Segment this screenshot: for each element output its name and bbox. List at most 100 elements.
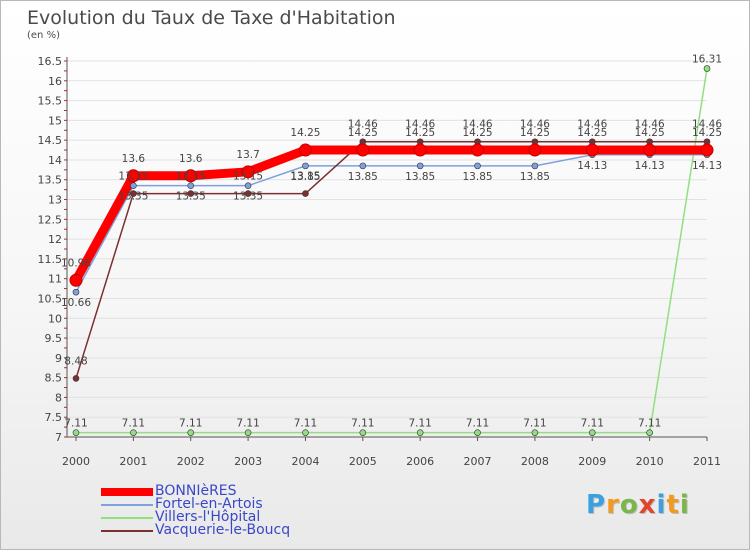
x-tick-label: 2009 (578, 455, 606, 468)
legend-swatch (101, 530, 153, 532)
y-tick-label: 7.5 (45, 411, 63, 424)
data-point (531, 162, 539, 170)
legend-item: Villers-l'Hôpital (101, 509, 361, 525)
data-point (588, 429, 596, 436)
data-point (703, 65, 711, 72)
data-point (474, 429, 481, 436)
y-tick-label: 16.5 (38, 55, 63, 68)
y-tick-label: 14 (48, 154, 62, 167)
series-line (75, 140, 708, 380)
data-label: 14.25 (463, 127, 493, 139)
data-label: 14.13 (635, 160, 665, 172)
x-tick-label: 2005 (349, 455, 377, 468)
y-tick-label: 11 (48, 273, 62, 286)
data-point (244, 182, 252, 189)
data-label: 14.25 (577, 127, 607, 139)
data-point (416, 429, 424, 436)
data-point (302, 429, 309, 436)
series-line (75, 154, 708, 293)
data-point (643, 143, 657, 157)
y-tick-label: 8.5 (45, 372, 63, 385)
data-label: 13.85 (348, 171, 378, 183)
x-tick-label: 2006 (406, 455, 434, 468)
data-label: 13.15 (233, 171, 263, 183)
series-line (75, 67, 708, 434)
data-label: 7.11 (351, 418, 374, 430)
data-point (528, 143, 542, 157)
data-point (187, 182, 195, 189)
data-point (359, 429, 367, 436)
data-label: 14.25 (405, 127, 435, 139)
data-point (187, 429, 195, 436)
data-label: 14.46 (577, 119, 607, 131)
data-label: 14.25 (348, 127, 378, 139)
data-label: 10.66 (61, 297, 91, 309)
x-tick-label: 2010 (636, 455, 664, 468)
data-label: 14.46 (520, 119, 550, 131)
data-label: 7.11 (179, 418, 202, 430)
data-point (187, 190, 195, 197)
proxiti-logo: Proxiti (586, 490, 690, 520)
data-label: 7.11 (122, 418, 145, 430)
data-label: 13.85 (405, 171, 435, 183)
data-label: 14.25 (290, 127, 320, 139)
y-tick-label: 10 (48, 312, 62, 325)
legend-label: Villers-l'Hôpital (155, 509, 261, 525)
data-point (130, 429, 137, 436)
data-point (72, 288, 80, 296)
x-tick-label: 2011 (693, 455, 721, 468)
x-tick-label: 2003 (234, 455, 262, 468)
data-label: 13.15 (118, 171, 148, 183)
data-point (416, 162, 424, 170)
data-label: 7.11 (236, 418, 259, 430)
data-label: 7.11 (64, 418, 87, 430)
y-tick-label: 13.5 (38, 174, 63, 187)
legend-item: Fortel-en-Artois (101, 496, 361, 512)
y-tick-label: 8 (55, 391, 62, 404)
legend-item: BONNIèRES (101, 483, 361, 499)
data-label: 7.11 (466, 418, 489, 430)
data-label: 14.25 (635, 127, 665, 139)
legend: BONNIèRES Fortel-en-Artois Villers-l'Hôp… (101, 483, 361, 538)
y-tick-label: 7 (55, 431, 62, 444)
data-point (244, 429, 252, 436)
chart-title: Evolution du Taux de Taxe d'Habitation (27, 7, 396, 29)
data-point (302, 190, 309, 197)
data-label: 7.11 (408, 418, 431, 430)
data-point (184, 169, 198, 183)
data-label: 7.11 (523, 418, 546, 430)
data-label: 13.35 (233, 191, 263, 203)
legend-swatch (101, 504, 153, 506)
y-tick-label: 15 (48, 114, 62, 127)
data-label: 14.46 (635, 119, 665, 131)
data-point (700, 143, 714, 157)
data-point (130, 190, 137, 197)
data-label: 8.48 (64, 355, 87, 367)
data-label: 14.25 (692, 127, 722, 139)
data-label: 13.85 (520, 171, 550, 183)
legend-label: Vacquerie-le-Boucq (155, 522, 291, 538)
data-label: 14.46 (463, 119, 493, 131)
data-point (302, 162, 309, 170)
data-point (126, 169, 140, 183)
y-tick-label: 10.5 (38, 292, 63, 305)
data-point (130, 182, 137, 189)
data-label: 13.85 (463, 171, 493, 183)
data-point (474, 162, 481, 170)
data-point (244, 190, 252, 197)
data-label: 16.31 (692, 54, 722, 66)
data-label: 10.96 (61, 257, 91, 269)
x-tick-label: 2008 (521, 455, 549, 468)
legend-item: Vacquerie-le-Boucq (101, 522, 361, 538)
y-tick-label: 14.5 (38, 134, 63, 147)
y-tick-label: 12 (48, 233, 62, 246)
series-line (71, 145, 712, 285)
data-label: 13.85 (290, 171, 320, 183)
x-tick-label: 2007 (464, 455, 492, 468)
data-label: 13.7 (236, 149, 259, 161)
y-tick-label: 9.5 (45, 332, 63, 345)
data-point (531, 429, 539, 436)
y-tick-label: 13 (48, 194, 62, 207)
data-label: 14.46 (348, 119, 378, 131)
